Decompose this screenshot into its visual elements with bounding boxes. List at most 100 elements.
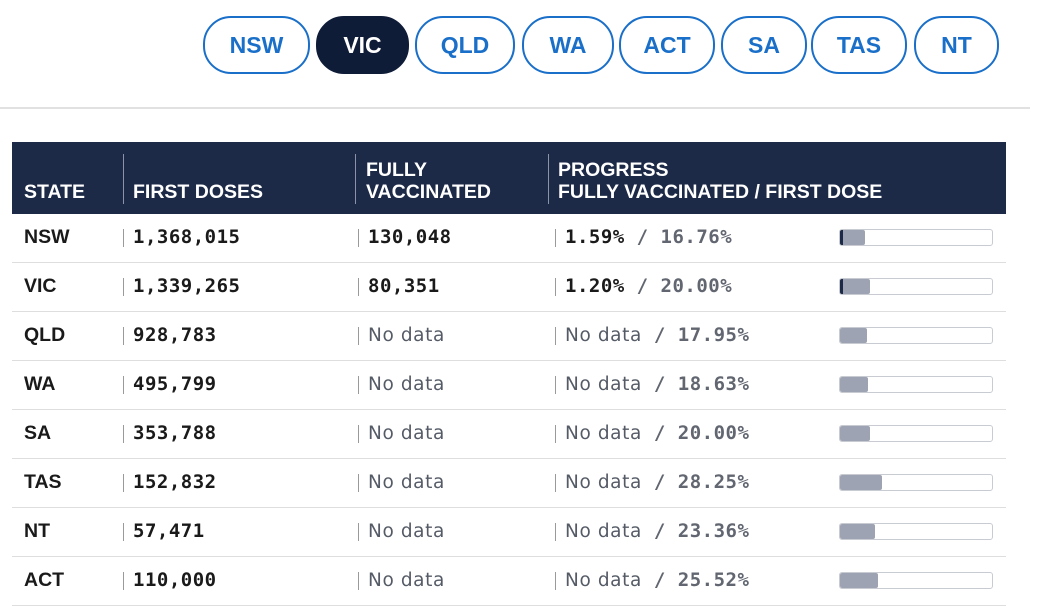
progress-bar	[839, 572, 993, 589]
tab-sa[interactable]: SA	[721, 16, 807, 74]
table-body: NSW 1,368,015 130,048 1.59% / 16.76% VIC 1,33…	[12, 214, 1006, 606]
pct-fully-vaccinated: No data	[565, 570, 642, 591]
state-cell: ACT	[24, 569, 65, 591]
table-header: STATE FIRST DOSES FULLY VACCINATED PROGR…	[12, 142, 1006, 214]
pct-fully-vaccinated: 1.20%	[565, 275, 625, 297]
cell-divider	[555, 572, 556, 590]
progress-cell: 1.59% / 16.76%	[565, 214, 732, 261]
pct-separator: /	[641, 324, 678, 346]
pct-first-dose: 25.52%	[677, 569, 750, 591]
progress-cell: No data / 28.25%	[565, 459, 749, 506]
fully-vaccinated-cell: 130,048	[368, 226, 452, 248]
vaccination-table: STATE FIRST DOSES FULLY VACCINATED PROGR…	[12, 142, 1006, 606]
cell-divider	[555, 474, 556, 492]
first-doses-cell: 110,000	[133, 569, 217, 591]
pct-separator: /	[641, 373, 678, 395]
pct-first-dose: 28.25%	[677, 471, 750, 493]
tab-nt[interactable]: NT	[914, 16, 999, 74]
cell-divider	[123, 327, 124, 345]
cell-divider	[123, 229, 124, 247]
cell-divider	[123, 278, 124, 296]
tab-wa[interactable]: WA	[522, 16, 614, 74]
cell-divider	[123, 425, 124, 443]
pct-first-dose: 20.00%	[660, 275, 733, 297]
pct-first-dose: 20.00%	[677, 422, 750, 444]
state-cell: SA	[24, 422, 52, 444]
tab-qld[interactable]: QLD	[415, 16, 515, 74]
header-progress-line2: FULLY VACCINATED / FIRST DOSE	[558, 181, 883, 203]
fully-vaccinated-cell: No data	[368, 521, 445, 542]
state-cell: TAS	[24, 471, 62, 493]
cell-divider	[123, 523, 124, 541]
first-doses-cell: 57,471	[133, 520, 205, 542]
progress-bar	[839, 376, 993, 393]
cell-divider	[555, 229, 556, 247]
progress-bar-first-dose	[840, 524, 875, 539]
pct-fully-vaccinated: No data	[565, 374, 642, 395]
table-row: NT 57,471 No data No data / 23.36%	[12, 508, 1006, 557]
pct-fully-vaccinated: No data	[565, 521, 642, 542]
pct-fully-vaccinated: No data	[565, 423, 642, 444]
first-doses-cell: 152,832	[133, 471, 217, 493]
pct-fully-vaccinated: No data	[565, 325, 642, 346]
first-doses-cell: 353,788	[133, 422, 217, 444]
pct-fully-vaccinated: No data	[565, 472, 642, 493]
first-doses-cell: 495,799	[133, 373, 217, 395]
cell-divider	[358, 327, 359, 345]
fully-vaccinated-cell: 80,351	[368, 275, 440, 297]
tab-vic[interactable]: VIC	[316, 16, 409, 74]
progress-bar	[839, 523, 993, 540]
state-cell: QLD	[24, 324, 66, 346]
header-divider	[548, 154, 549, 204]
table-row: SA 353,788 No data No data / 20.00%	[12, 410, 1006, 459]
header-state: STATE	[24, 181, 86, 203]
pct-separator: /	[641, 471, 678, 493]
table-row: NSW 1,368,015 130,048 1.59% / 16.76%	[12, 214, 1006, 263]
cell-divider	[123, 376, 124, 394]
progress-cell: No data / 25.52%	[565, 557, 749, 604]
cell-divider	[358, 425, 359, 443]
progress-bar	[839, 474, 993, 491]
cell-divider	[555, 425, 556, 443]
cell-divider	[358, 572, 359, 590]
progress-bar-fully-vaccinated	[840, 230, 843, 245]
first-doses-cell: 928,783	[133, 324, 217, 346]
progress-bar-first-dose	[840, 426, 870, 441]
progress-bar-first-dose	[840, 230, 866, 245]
progress-cell: No data / 18.63%	[565, 361, 749, 408]
table-row: TAS 152,832 No data No data / 28.25%	[12, 459, 1006, 508]
header-divider	[355, 154, 356, 204]
table-row: QLD 928,783 No data No data / 17.95%	[12, 312, 1006, 361]
divider	[0, 107, 1030, 109]
fully-vaccinated-cell: No data	[368, 325, 445, 346]
cell-divider	[555, 278, 556, 296]
progress-bar	[839, 327, 993, 344]
progress-cell: No data / 23.36%	[565, 508, 749, 555]
progress-cell: No data / 20.00%	[565, 410, 749, 457]
cell-divider	[358, 376, 359, 394]
pct-first-dose: 18.63%	[677, 373, 750, 395]
tab-nsw[interactable]: NSW	[203, 16, 310, 74]
cell-divider	[358, 523, 359, 541]
table-row: ACT 110,000 No data No data / 25.52%	[12, 557, 1006, 606]
cell-divider	[358, 229, 359, 247]
tab-act[interactable]: ACT	[619, 16, 715, 74]
tab-tas[interactable]: TAS	[811, 16, 907, 74]
progress-bar-fully-vaccinated	[840, 279, 843, 294]
cell-divider	[555, 376, 556, 394]
pct-separator: /	[624, 226, 661, 248]
header-progress-line1: PROGRESS	[558, 159, 669, 181]
table-row: WA 495,799 No data No data / 18.63%	[12, 361, 1006, 410]
progress-bar-first-dose	[840, 573, 879, 588]
state-cell: NSW	[24, 226, 70, 248]
progress-bar	[839, 278, 993, 295]
progress-bar	[839, 229, 993, 246]
cell-divider	[555, 327, 556, 345]
progress-bar	[839, 425, 993, 442]
fully-vaccinated-cell: No data	[368, 423, 445, 444]
fully-vaccinated-cell: No data	[368, 374, 445, 395]
progress-cell: 1.20% / 20.00%	[565, 263, 732, 310]
pct-first-dose: 16.76%	[660, 226, 733, 248]
pct-separator: /	[641, 520, 678, 542]
progress-cell: No data / 17.95%	[565, 312, 749, 359]
